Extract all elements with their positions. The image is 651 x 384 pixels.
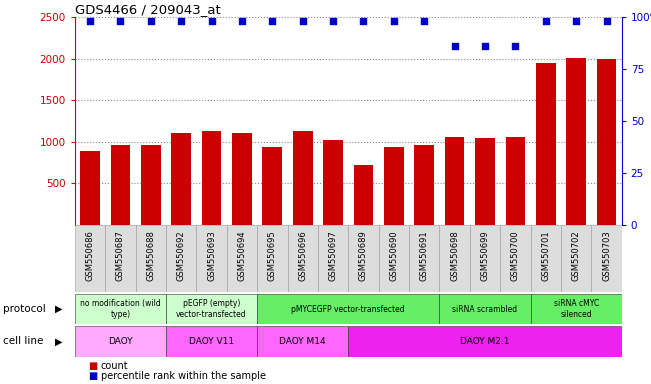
Point bbox=[449, 43, 460, 50]
Text: siRNA cMYC
silenced: siRNA cMYC silenced bbox=[553, 300, 599, 319]
Point bbox=[419, 18, 430, 25]
Point bbox=[389, 18, 399, 25]
Bar bbox=[531, 225, 561, 292]
Point bbox=[480, 43, 490, 50]
Bar bbox=[227, 225, 257, 292]
Point bbox=[510, 43, 521, 50]
Bar bbox=[257, 326, 348, 357]
Point bbox=[540, 18, 551, 25]
Bar bbox=[111, 145, 130, 225]
Text: percentile rank within the sample: percentile rank within the sample bbox=[101, 371, 266, 381]
Text: ▶: ▶ bbox=[55, 304, 62, 314]
Point bbox=[237, 18, 247, 25]
Bar bbox=[384, 147, 404, 225]
Point bbox=[146, 18, 156, 25]
Bar bbox=[439, 294, 531, 324]
Text: GSM550697: GSM550697 bbox=[329, 230, 338, 281]
Text: DAOY V11: DAOY V11 bbox=[189, 337, 234, 346]
Text: cell line: cell line bbox=[3, 336, 44, 346]
Bar bbox=[166, 294, 257, 324]
Bar bbox=[348, 326, 622, 357]
Bar bbox=[536, 63, 555, 225]
Text: GSM550702: GSM550702 bbox=[572, 230, 581, 281]
Bar bbox=[166, 326, 257, 357]
Point bbox=[176, 18, 186, 25]
Text: GSM550688: GSM550688 bbox=[146, 230, 156, 281]
Bar bbox=[445, 137, 465, 225]
Bar bbox=[409, 225, 439, 292]
Text: GSM550700: GSM550700 bbox=[511, 230, 520, 281]
Bar bbox=[531, 294, 622, 324]
Text: GSM550686: GSM550686 bbox=[85, 230, 94, 281]
Text: GSM550687: GSM550687 bbox=[116, 230, 125, 281]
Point bbox=[358, 18, 368, 25]
Point bbox=[571, 18, 581, 25]
Bar bbox=[475, 138, 495, 225]
Text: ▶: ▶ bbox=[55, 336, 62, 346]
Text: GSM550701: GSM550701 bbox=[541, 230, 550, 281]
Bar bbox=[288, 225, 318, 292]
Text: GSM550693: GSM550693 bbox=[207, 230, 216, 281]
Text: ■: ■ bbox=[88, 361, 97, 371]
Text: GSM550692: GSM550692 bbox=[176, 230, 186, 281]
Bar bbox=[348, 225, 379, 292]
Bar bbox=[141, 145, 161, 225]
Text: GSM550690: GSM550690 bbox=[389, 230, 398, 281]
Bar bbox=[135, 225, 166, 292]
Text: pEGFP (empty)
vector-transfected: pEGFP (empty) vector-transfected bbox=[176, 300, 247, 319]
Text: ■: ■ bbox=[88, 371, 97, 381]
Text: DAOY: DAOY bbox=[108, 337, 133, 346]
Bar bbox=[75, 225, 105, 292]
Bar bbox=[293, 131, 312, 225]
Bar bbox=[171, 133, 191, 225]
Text: DAOY M14: DAOY M14 bbox=[279, 337, 326, 346]
Bar bbox=[105, 225, 135, 292]
Bar bbox=[439, 225, 470, 292]
Bar bbox=[262, 147, 283, 225]
Text: GSM550703: GSM550703 bbox=[602, 230, 611, 281]
Text: count: count bbox=[101, 361, 128, 371]
Point bbox=[115, 18, 126, 25]
Point bbox=[602, 18, 612, 25]
Bar bbox=[561, 225, 591, 292]
Bar bbox=[596, 59, 616, 225]
Point bbox=[267, 18, 277, 25]
Text: protocol: protocol bbox=[3, 304, 46, 314]
Point bbox=[298, 18, 308, 25]
Bar bbox=[379, 225, 409, 292]
Bar bbox=[323, 140, 343, 225]
Text: GSM550691: GSM550691 bbox=[420, 230, 429, 281]
Text: GSM550694: GSM550694 bbox=[238, 230, 247, 281]
Bar bbox=[166, 225, 197, 292]
Bar bbox=[202, 131, 221, 225]
Bar bbox=[591, 225, 622, 292]
Point bbox=[328, 18, 339, 25]
Bar bbox=[500, 225, 531, 292]
Point bbox=[85, 18, 95, 25]
Text: GSM550699: GSM550699 bbox=[480, 230, 490, 281]
Text: DAOY M2.1: DAOY M2.1 bbox=[460, 337, 510, 346]
Text: pMYCEGFP vector-transfected: pMYCEGFP vector-transfected bbox=[292, 305, 405, 314]
Text: GSM550695: GSM550695 bbox=[268, 230, 277, 281]
Bar bbox=[257, 225, 288, 292]
Bar bbox=[414, 145, 434, 225]
Text: GSM550698: GSM550698 bbox=[450, 230, 459, 281]
Bar bbox=[470, 225, 500, 292]
Text: siRNA scrambled: siRNA scrambled bbox=[452, 305, 518, 314]
Bar bbox=[75, 294, 166, 324]
Text: GDS4466 / 209043_at: GDS4466 / 209043_at bbox=[75, 3, 221, 16]
Bar bbox=[505, 137, 525, 225]
Point bbox=[206, 18, 217, 25]
Text: GSM550689: GSM550689 bbox=[359, 230, 368, 281]
Bar bbox=[257, 294, 439, 324]
Bar bbox=[75, 326, 166, 357]
Bar bbox=[353, 165, 374, 225]
Bar bbox=[318, 225, 348, 292]
Bar bbox=[232, 133, 252, 225]
Bar bbox=[80, 151, 100, 225]
Bar bbox=[197, 225, 227, 292]
Text: no modification (wild
type): no modification (wild type) bbox=[80, 300, 161, 319]
Text: GSM550696: GSM550696 bbox=[298, 230, 307, 281]
Bar bbox=[566, 58, 586, 225]
